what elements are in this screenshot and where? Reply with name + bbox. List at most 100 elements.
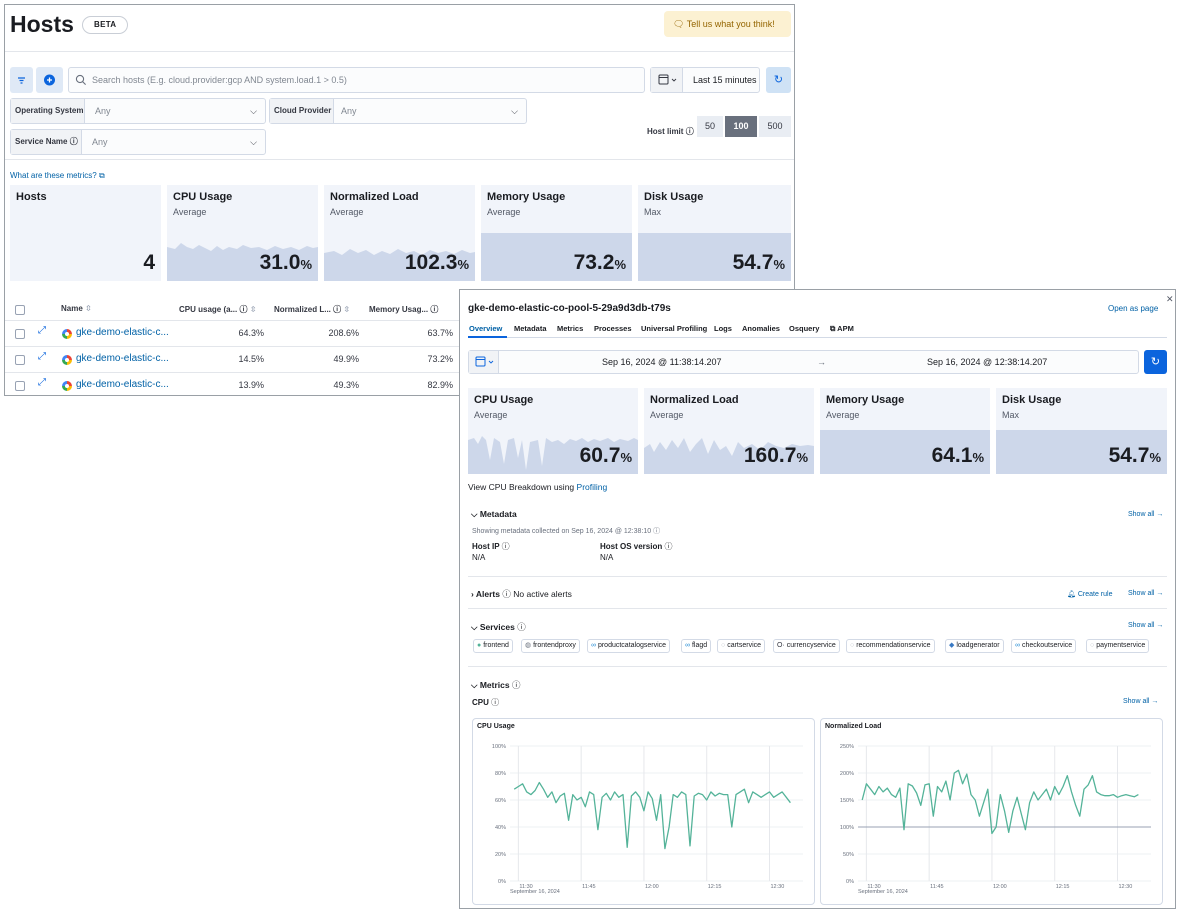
feedback-button[interactable]: 🗨 Tell us what you think! <box>664 11 791 37</box>
cloud-provider-filter[interactable]: Cloud Provider Any ⌵ <box>269 98 527 124</box>
service-badge[interactable]: ∞ productcatalogservice <box>587 639 671 653</box>
service-badge[interactable]: O· currencyservice <box>773 639 840 653</box>
refresh-button[interactable]: ↻ <box>1144 350 1167 374</box>
row-checkbox[interactable] <box>15 355 25 365</box>
host-limit-500[interactable]: 500 <box>759 116 791 137</box>
metrics-section-toggle[interactable]: ⌵ Metrics ⓘ <box>471 680 521 690</box>
tab-apm[interactable]: ⧉ APM <box>830 324 854 333</box>
row-checkbox[interactable] <box>15 329 25 339</box>
load-cell: 208.6% <box>328 328 359 338</box>
calendar-dropdown[interactable] <box>469 351 499 373</box>
help-icon: ⓘ <box>502 589 511 599</box>
y-tick-label: 80% <box>495 771 506 777</box>
column-header-memory[interactable]: Memory Usag... ⓘ <box>369 305 439 314</box>
cpu-usage-chart: CPU Usage 100% 80% 60% 40% 20% 0% 11:30 11:45 12… <box>472 718 815 905</box>
select-all-checkbox[interactable] <box>15 305 25 315</box>
service-badge[interactable]: ○ cartservice <box>717 639 766 653</box>
host-name-link[interactable]: gke-demo-elastic-c... <box>76 327 169 338</box>
host-name-link[interactable]: gke-demo-elastic-c... <box>76 379 169 390</box>
service-badge[interactable]: ● frontend <box>473 639 513 653</box>
expand-icon[interactable]: ⤢ <box>38 325 46 336</box>
service-icon: ○ <box>721 642 726 649</box>
kpi-value: 4 <box>143 251 155 274</box>
x-tick-label: 12:30 <box>771 884 785 890</box>
flyout-date-picker[interactable]: Sep 16, 2024 @ 11:38:14.207 → Sep 16, 20… <box>468 350 1139 374</box>
arrow-right-icon: → <box>1156 511 1164 518</box>
host-limit-50[interactable]: 50 <box>697 116 723 137</box>
service-icon: ● <box>477 642 482 649</box>
service-badge[interactable]: ○ paymentservice <box>1086 639 1150 653</box>
table-row[interactable]: ⤢ gke-demo-elastic-c... 13.9% 49.3% 82.9… <box>5 372 794 395</box>
gcp-icon <box>62 355 72 365</box>
expand-icon[interactable]: ⤢ <box>38 377 46 388</box>
column-header-name[interactable]: Name ⇳ <box>61 304 92 313</box>
host-details-flyout: gke-demo-elastic-co-pool-5-29a9d3db-t79s… <box>459 289 1176 909</box>
divider <box>5 51 794 52</box>
add-filter-button[interactable] <box>36 67 63 93</box>
metadata-section-toggle[interactable]: ⌵ Metadata <box>471 509 517 519</box>
services-show-all[interactable]: Show all → <box>1128 622 1164 629</box>
end-date[interactable]: Sep 16, 2024 @ 12:38:14.207 <box>927 357 1048 367</box>
services-section-toggle[interactable]: ⌵ Services ⓘ <box>471 622 526 632</box>
kpi-title: Hosts <box>16 191 47 203</box>
normalized-load-chart: Normalized Load 250% 200% 150% 100% 50% 0% 11:… <box>820 718 1163 905</box>
divider <box>468 666 1167 667</box>
service-icon: ◍ <box>525 642 532 649</box>
close-icon[interactable]: ✕ <box>1166 294 1174 304</box>
calendar-dropdown[interactable] <box>651 68 683 92</box>
column-header-cpu[interactable]: CPU usage (a... ⓘ ⇳ <box>179 305 257 314</box>
host-limit-100[interactable]: 100 <box>725 116 757 137</box>
kpi-title: Memory Usage <box>826 394 905 406</box>
kpi-sparkline <box>644 438 814 474</box>
metadata-show-all[interactable]: Show all → <box>1128 511 1164 518</box>
table-row[interactable]: ⤢ gke-demo-elastic-c... 64.3% 208.6% 63.… <box>5 320 794 346</box>
column-header-load[interactable]: Normalized L... ⓘ ⇳ <box>274 305 351 314</box>
profiling-link[interactable]: Profiling <box>576 482 608 492</box>
service-badge[interactable]: ∞ checkoutservice <box>1011 639 1077 653</box>
metrics-help-link[interactable]: What are these metrics? ⧉ <box>10 171 105 180</box>
kpi-value: 54.7% <box>1108 444 1161 467</box>
kpi-memory-usage: Memory Usage Average 64.1% <box>820 388 990 474</box>
table-row[interactable]: ⤢ gke-demo-elastic-c... 14.5% 49.9% 73.2… <box>5 346 794 372</box>
tab-overview[interactable]: Overview <box>469 324 503 333</box>
expand-icon[interactable]: ⤢ <box>38 351 46 362</box>
filter-menu-button[interactable] <box>10 67 33 93</box>
kpi-sparkline <box>820 430 990 474</box>
tab-anomalies[interactable]: Anomalies <box>742 324 780 333</box>
kpi-sparkline <box>468 436 638 474</box>
alerts-section-toggle[interactable]: › Alerts ⓘ No active alerts <box>471 589 572 599</box>
host-name-link[interactable]: gke-demo-elastic-c... <box>76 353 169 364</box>
create-rule-button[interactable]: 🔔︎ Create rule <box>1067 591 1113 598</box>
refresh-button[interactable]: ↻ <box>766 67 791 93</box>
kpi-title: Disk Usage <box>1002 394 1062 406</box>
service-badge[interactable]: ◆ loadgenerator <box>945 639 1004 653</box>
y-tick-label: 100% <box>840 825 854 831</box>
kpi-value: 160.7% <box>743 444 808 467</box>
row-checkbox[interactable] <box>15 381 25 391</box>
x-tick-label: 11:30 <box>867 884 880 890</box>
service-badge[interactable]: ∞ flagd <box>681 639 712 653</box>
tab-osquery[interactable]: Osquery <box>789 324 820 333</box>
metrics-show-all[interactable]: Show all → <box>1123 698 1159 705</box>
os-filter[interactable]: Operating System Any ⌵ <box>10 98 266 124</box>
tab-logs[interactable]: Logs <box>714 324 732 333</box>
tab-universal-profiling[interactable]: Universal Profiling <box>641 324 708 333</box>
open-as-page-link[interactable]: Open as page <box>1108 304 1159 313</box>
refresh-icon: ↻ <box>1150 356 1161 368</box>
kpi-value: 54.7% <box>732 251 785 274</box>
tab-metadata[interactable]: Metadata <box>514 324 547 333</box>
start-date[interactable]: Sep 16, 2024 @ 11:38:14.207 <box>602 357 722 367</box>
service-badge[interactable]: ○ recommendationservice <box>846 639 935 653</box>
date-picker[interactable]: Last 15 minutes <box>650 67 760 93</box>
kpi-sparkline <box>996 430 1167 474</box>
service-badge[interactable]: ◍ frontendproxy <box>521 639 580 653</box>
chevron-down-icon: ⌵ <box>250 137 257 147</box>
load-cell: 49.9% <box>333 354 359 364</box>
tab-processes[interactable]: Processes <box>594 324 632 333</box>
help-icon: ⓘ <box>333 305 342 314</box>
tab-metrics[interactable]: Metrics <box>557 324 584 333</box>
alerts-show-all[interactable]: Show all → <box>1128 590 1164 597</box>
service-name-filter[interactable]: Service Name ⓘ Any ⌵ <box>10 129 266 155</box>
search-input[interactable]: Search hosts (E.g. cloud.provider:gcp AN… <box>68 67 645 93</box>
host-os-label: Host OS version ⓘ <box>600 542 673 551</box>
